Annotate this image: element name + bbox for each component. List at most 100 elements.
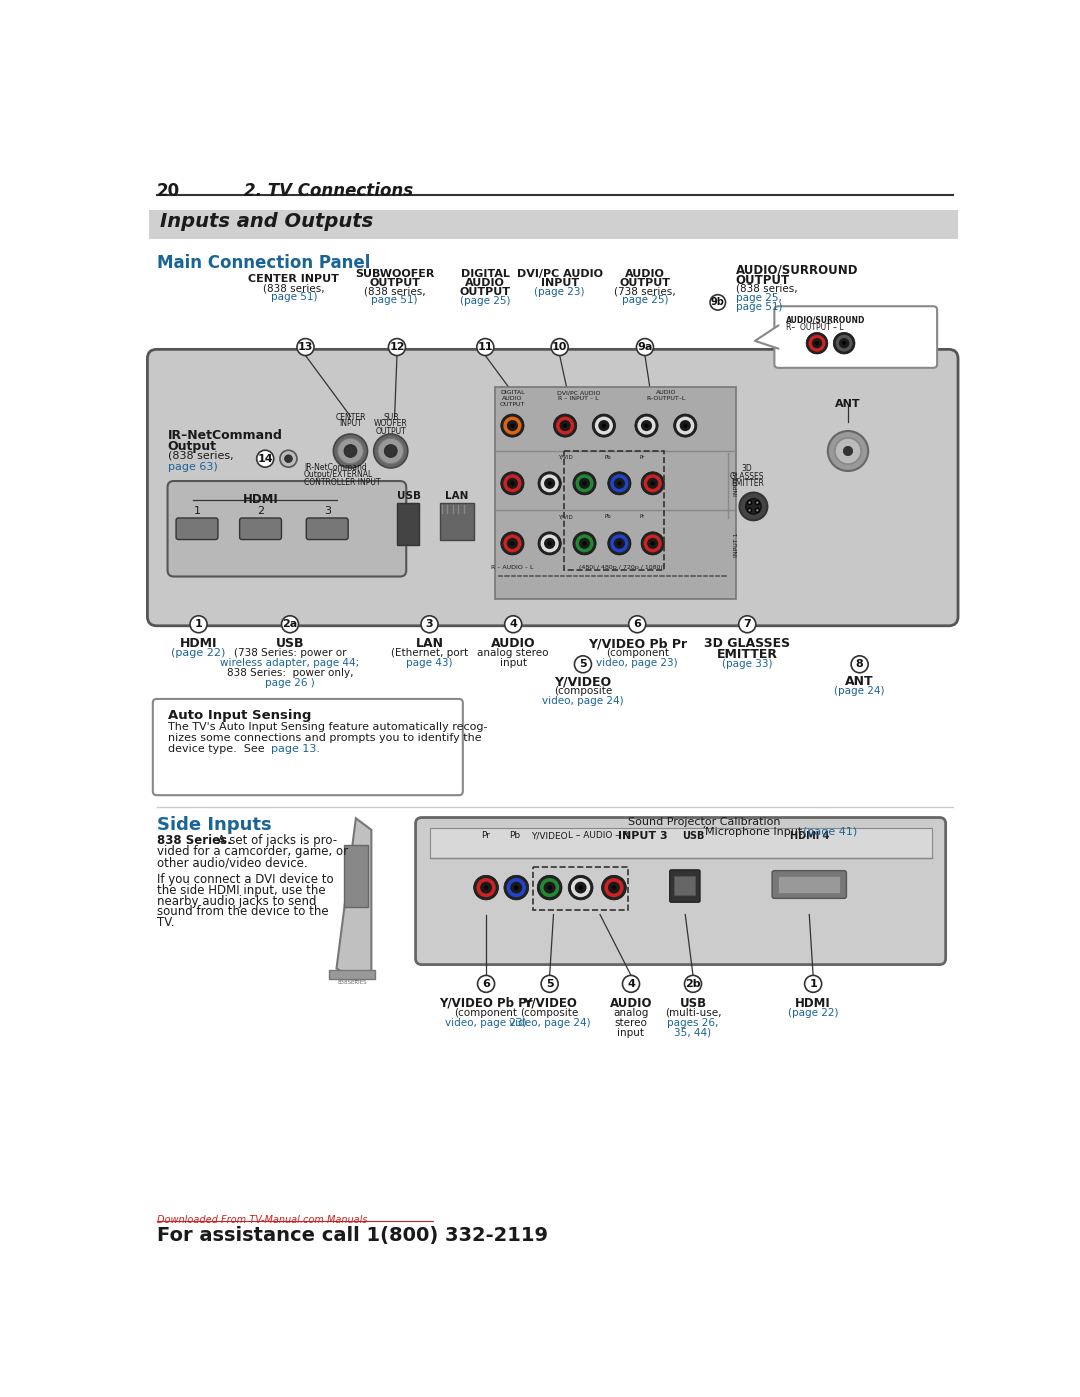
Circle shape [676,416,694,434]
Text: CENTER: CENTER [335,412,366,422]
Text: ANT: ANT [846,675,874,689]
Circle shape [809,335,825,352]
Text: AUDIO: AUDIO [610,997,652,1010]
Text: Sound Projector Calibration: Sound Projector Calibration [629,817,781,827]
Text: (composite: (composite [521,1007,579,1017]
Circle shape [843,447,852,455]
Circle shape [541,975,558,992]
Circle shape [538,472,562,495]
Text: WOOFER: WOOFER [374,419,407,429]
Text: Pb: Pb [605,514,611,520]
Bar [430,828,932,858]
Circle shape [507,420,518,432]
Text: the side HDMI input, use the: the side HDMI input, use the [157,884,325,897]
Text: (738 Series: power or: (738 Series: power or [233,648,347,658]
FancyBboxPatch shape [774,306,937,367]
Circle shape [378,439,404,464]
Text: USB: USB [681,831,704,841]
Text: 7: 7 [743,619,751,629]
Circle shape [755,500,759,504]
Text: video, page 24): video, page 24) [509,1018,591,1028]
Circle shape [576,475,594,492]
Text: INPUT: INPUT [541,278,579,288]
Text: Downloaded From TV-Manual.com Manuals: Downloaded From TV-Manual.com Manuals [157,1215,367,1225]
Text: INPUT 1: INPUT 1 [734,532,739,557]
Circle shape [503,535,522,552]
Circle shape [554,414,577,437]
Text: (page 41): (page 41) [804,827,858,837]
Circle shape [650,481,654,485]
Circle shape [551,338,568,355]
Text: (Ethernet, port: (Ethernet, port [391,648,468,658]
Circle shape [745,499,761,514]
Text: nearby audio jacks to send: nearby audio jacks to send [157,894,316,908]
Text: device type.  See: device type. See [167,743,268,753]
Text: video, page 24): video, page 24) [542,696,624,705]
Circle shape [501,532,524,555]
Circle shape [805,975,822,992]
Circle shape [481,882,492,894]
Text: Side Inputs: Side Inputs [157,816,271,834]
Text: L – AUDIO – R: L – AUDIO – R [568,831,629,841]
Circle shape [839,338,849,348]
Text: Pr: Pr [640,455,646,460]
Text: 4: 4 [510,619,517,629]
Circle shape [842,341,846,345]
Text: sound from the device to the: sound from the device to the [157,905,328,918]
Text: SUBWOOFER: SUBWOOFER [355,268,434,278]
Circle shape [503,475,522,492]
Text: DVI/PC AUDIO
R – INPUT – L: DVI/PC AUDIO R – INPUT – L [556,390,600,401]
Text: 3: 3 [426,619,433,629]
Text: Auto Input Sensing: Auto Input Sensing [167,708,311,722]
Text: Pr: Pr [482,831,490,841]
Text: page 51): page 51) [735,302,782,313]
Circle shape [851,655,868,673]
Text: 9b: 9b [711,298,725,307]
Text: Y/VIDEO: Y/VIDEO [531,831,568,841]
Text: 14: 14 [257,454,273,464]
Text: Output/EXTERNAL: Output/EXTERNAL [303,471,374,479]
Text: OUTPUT: OUTPUT [376,427,406,436]
Polygon shape [755,326,779,349]
FancyBboxPatch shape [167,481,406,577]
Circle shape [622,975,639,992]
Circle shape [511,541,514,545]
Polygon shape [337,819,372,979]
Circle shape [642,532,664,555]
Text: (page 23): (page 23) [535,286,585,298]
Circle shape [507,478,518,489]
Text: 2: 2 [257,507,265,517]
Text: other audio/video device.: other audio/video device. [157,856,308,869]
Text: 838SERIES: 838SERIES [337,979,367,985]
Circle shape [477,975,495,992]
Text: SUB: SUB [383,412,399,422]
Text: Y/VID: Y/VID [557,514,572,520]
Circle shape [476,877,496,897]
Circle shape [540,877,559,897]
Circle shape [576,535,594,552]
Text: HDMI: HDMI [179,637,217,651]
Text: For assistance call 1(800) 332-2119: For assistance call 1(800) 332-2119 [157,1227,548,1245]
Circle shape [710,295,726,310]
Circle shape [501,414,524,437]
Text: 3D: 3D [742,464,753,474]
Circle shape [812,338,822,348]
Circle shape [507,538,518,549]
Text: OUTPUT: OUTPUT [369,278,420,288]
Circle shape [644,475,662,492]
Circle shape [640,420,652,432]
Text: Y/VIDEO Pb Pr: Y/VIDEO Pb Pr [588,637,687,651]
FancyBboxPatch shape [176,518,218,539]
Text: OUTPUT: OUTPUT [735,274,789,286]
Circle shape [647,538,659,549]
Text: stereo: stereo [615,1018,647,1028]
Circle shape [541,475,558,492]
Circle shape [572,472,596,495]
Text: 2a: 2a [282,619,298,629]
Bar [674,876,696,894]
Circle shape [538,532,562,555]
Text: 2. TV Connections: 2. TV Connections [243,182,413,200]
Text: page 51): page 51) [372,295,418,306]
Circle shape [544,478,555,489]
Circle shape [685,975,702,992]
